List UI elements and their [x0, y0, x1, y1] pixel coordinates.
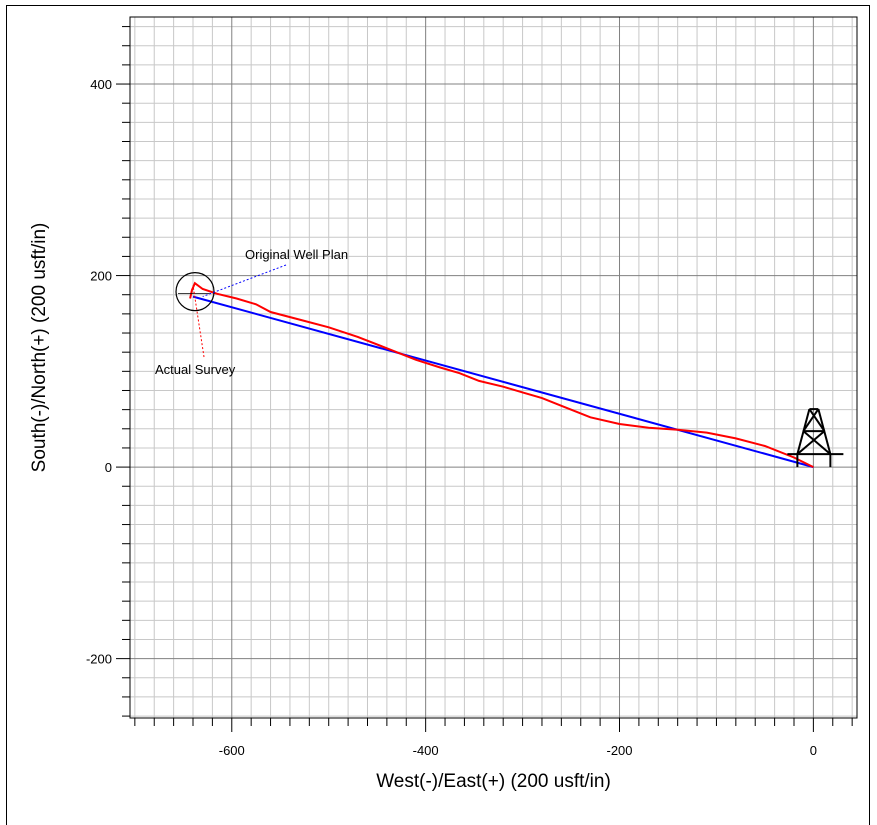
annotation-original-well-plan: Original Well Plan — [245, 247, 348, 262]
axis-ticks — [116, 26, 853, 732]
major-grid — [130, 17, 857, 718]
x-tick-label: -400 — [413, 743, 439, 758]
rig-icon — [787, 408, 844, 468]
actual-survey-line — [189, 281, 814, 468]
leader-line-plan — [202, 264, 287, 298]
rig-strut — [796, 430, 826, 455]
plot-area — [129, 16, 858, 719]
rig-strut — [802, 408, 820, 432]
target-circle — [175, 272, 215, 312]
x-tick-label: 0 — [810, 743, 817, 758]
rig-strut — [802, 430, 832, 455]
rig-strut — [808, 408, 826, 432]
x-tick-labels: -600 -400 -200 0 — [219, 743, 817, 758]
y-axis-title: South(-)/North(+) (200 usft/in) — [29, 223, 50, 473]
y-tick-label: 400 — [90, 77, 112, 92]
y-tick-labels: -200 0 200 400 — [86, 77, 112, 667]
leader-line-survey — [192, 285, 205, 358]
annotation-actual-survey: Actual Survey — [155, 362, 236, 377]
x-axis-title: West(-)/East(+) (200 usft/in) — [376, 771, 611, 792]
y-tick-label: 0 — [105, 460, 112, 475]
chart-frame — [6, 5, 870, 825]
annotations: Original Well Plan Actual Survey — [155, 247, 348, 377]
series-layer — [175, 272, 814, 469]
well-plan-line — [192, 295, 814, 469]
x-tick-label: -200 — [606, 743, 632, 758]
x-tick-label: -600 — [219, 743, 245, 758]
y-tick-label: -200 — [86, 652, 112, 667]
y-tick-label: 200 — [90, 269, 112, 284]
minor-grid — [130, 17, 857, 718]
